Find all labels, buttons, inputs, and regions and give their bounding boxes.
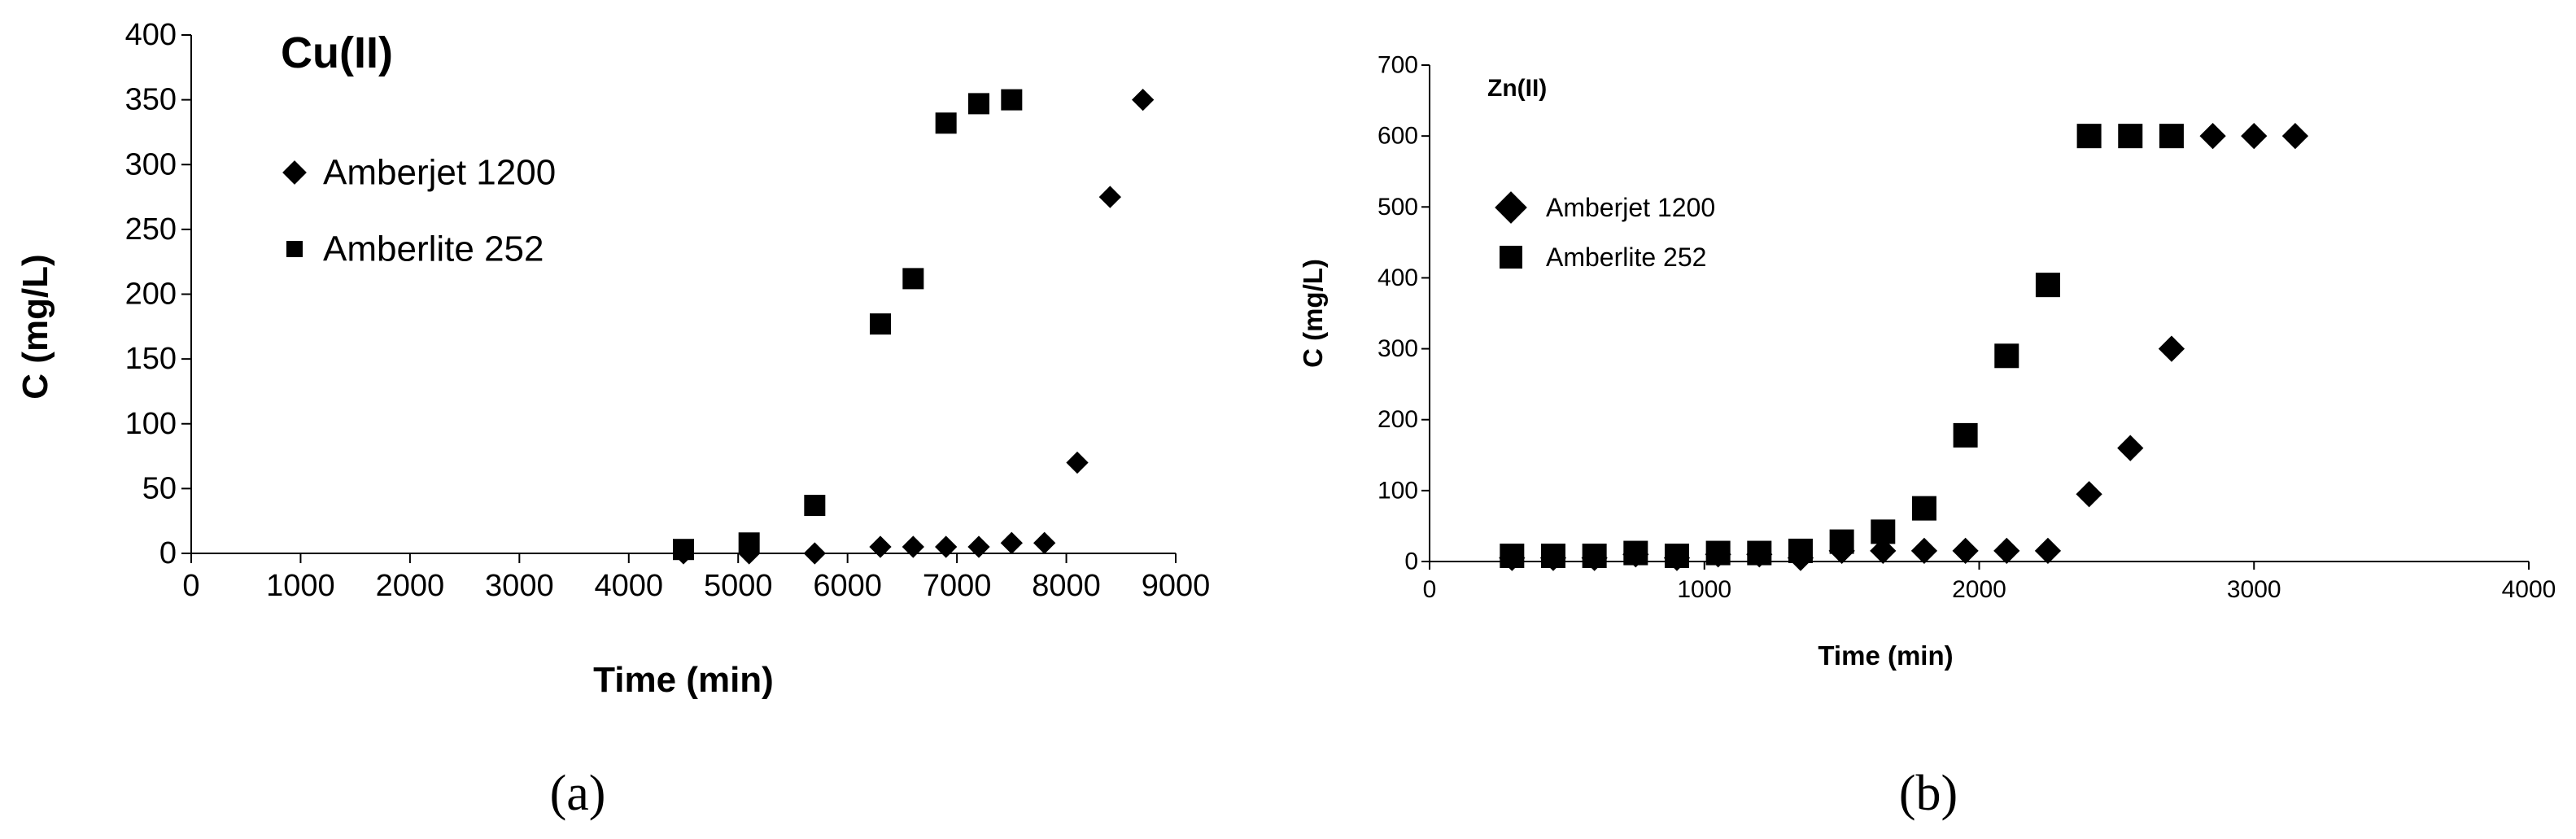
x-tick-label: 1000 [1677, 576, 1731, 603]
x-tick-label: 2000 [1952, 576, 2006, 603]
legend-marker-square [1500, 246, 1522, 269]
chart-title: Zn(II) [1487, 75, 1547, 102]
x-tick-label: 4000 [2502, 576, 2556, 603]
data-point-diamond [1746, 541, 1773, 568]
x-axis-label: Time (min) [1818, 640, 1953, 671]
data-point-diamond [1539, 544, 1567, 571]
legend-marker-diamond [1495, 191, 1527, 224]
data-point-diamond [1705, 541, 1731, 568]
data-point-diamond [1499, 544, 1526, 571]
data-point-diamond [1663, 544, 1691, 571]
data-point-square [804, 495, 826, 517]
data-point-diamond [1993, 537, 2020, 565]
data-point-diamond [1910, 537, 1938, 565]
y-tick-label: 0 [1404, 548, 1418, 575]
data-point-diamond [2241, 123, 2268, 150]
data-point-square [870, 313, 891, 335]
x-tick-label: 3000 [2227, 576, 2281, 603]
x-tick-label: 9000 [1142, 569, 1211, 603]
data-point-diamond [1870, 537, 1897, 565]
y-tick-label: 600 [1378, 123, 1418, 150]
y-tick-label: 300 [125, 147, 177, 181]
data-point-diamond [2034, 537, 2062, 565]
y-axis-label: C (mg/L) [1298, 259, 1328, 368]
data-point-square [902, 268, 924, 290]
data-point-diamond [1581, 544, 1608, 571]
legend-entry: Amberlite 252 [1546, 243, 1706, 272]
data-point-diamond [2076, 481, 2102, 508]
data-point-diamond [1828, 537, 1855, 565]
y-tick-label: 400 [125, 18, 177, 52]
data-point-diamond [2117, 435, 2144, 461]
data-point-square [1994, 343, 2019, 369]
data-point-diamond [672, 542, 695, 565]
data-point-square [1001, 89, 1023, 111]
legend-entry: Amberjet 1200 [323, 153, 556, 193]
y-tick-label: 50 [142, 471, 177, 505]
x-tick-label: 1000 [266, 569, 335, 603]
legend-marker-square [286, 241, 303, 257]
y-tick-label: 500 [1378, 194, 1418, 221]
data-point-diamond [1033, 531, 1056, 554]
chart-panel-a: 0 1000 2000 3000 4000 5000 6000 7000 8000 9000 0 50… [15, 18, 1210, 821]
y-tick-label: 100 [125, 407, 177, 441]
data-point-square [2159, 124, 2184, 149]
data-point-square [935, 112, 957, 134]
x-tick-label: 0 [1423, 576, 1437, 603]
data-point-diamond [2199, 123, 2226, 150]
data-point-diamond [2281, 123, 2309, 150]
x-tick-label: 6000 [813, 569, 882, 603]
y-tick-label: 200 [1378, 406, 1418, 433]
legend-entry: Amberlite 252 [323, 229, 544, 269]
data-point-diamond [1132, 88, 1155, 111]
data-point-square [2035, 273, 2060, 298]
y-tick-label: 700 [1378, 52, 1418, 79]
x-tick-label: 7000 [923, 569, 992, 603]
x-tick-label: 2000 [376, 569, 445, 603]
legend-marker-diamond [282, 160, 307, 185]
data-point-diamond [1622, 541, 1649, 568]
data-point-diamond [2158, 335, 2185, 362]
y-tick-label: 400 [1378, 264, 1418, 291]
x-tick-label: 8000 [1032, 569, 1101, 603]
y-tick-label: 200 [125, 277, 177, 312]
x-tick-label: 5000 [704, 569, 773, 603]
data-point-square [1953, 422, 1978, 448]
data-point-diamond [1000, 531, 1023, 554]
x-tick-label: 3000 [485, 569, 554, 603]
y-tick-label: 300 [1378, 335, 1418, 362]
data-point-square [1911, 496, 1936, 521]
y-tick-label: 100 [1378, 477, 1418, 504]
data-point-diamond [869, 535, 892, 558]
data-point-diamond [1098, 186, 1121, 208]
panel-caption: (b) [1899, 766, 1958, 821]
data-point-diamond [803, 542, 826, 565]
y-tick-label: 0 [159, 536, 177, 570]
data-point-square [968, 93, 989, 115]
y-axis-label: C (mg/L) [15, 254, 55, 399]
data-point-diamond [967, 535, 990, 558]
x-axis-label: Time (min) [593, 660, 774, 700]
data-point-diamond [902, 535, 924, 558]
data-point-square [2118, 124, 2143, 149]
chart-panel-b: 0 1000 2000 3000 4000 0 100 200 300 400 500 600 700 T… [1298, 52, 2556, 822]
data-point-diamond [935, 535, 958, 558]
y-tick-label: 150 [125, 342, 177, 376]
y-tick-label: 350 [125, 83, 177, 117]
y-tick-label: 250 [125, 212, 177, 247]
data-point-diamond [738, 542, 761, 565]
panel-caption: (a) [550, 766, 606, 821]
legend-entry: Amberjet 1200 [1546, 193, 1715, 222]
x-tick-label: 0 [182, 569, 199, 603]
x-tick-label: 4000 [595, 569, 664, 603]
data-point-diamond [1066, 451, 1089, 474]
data-point-diamond [1787, 544, 1814, 571]
data-point-diamond [1952, 537, 1979, 565]
data-point-square [2076, 124, 2102, 149]
chart-title: Cu(II) [281, 28, 393, 77]
